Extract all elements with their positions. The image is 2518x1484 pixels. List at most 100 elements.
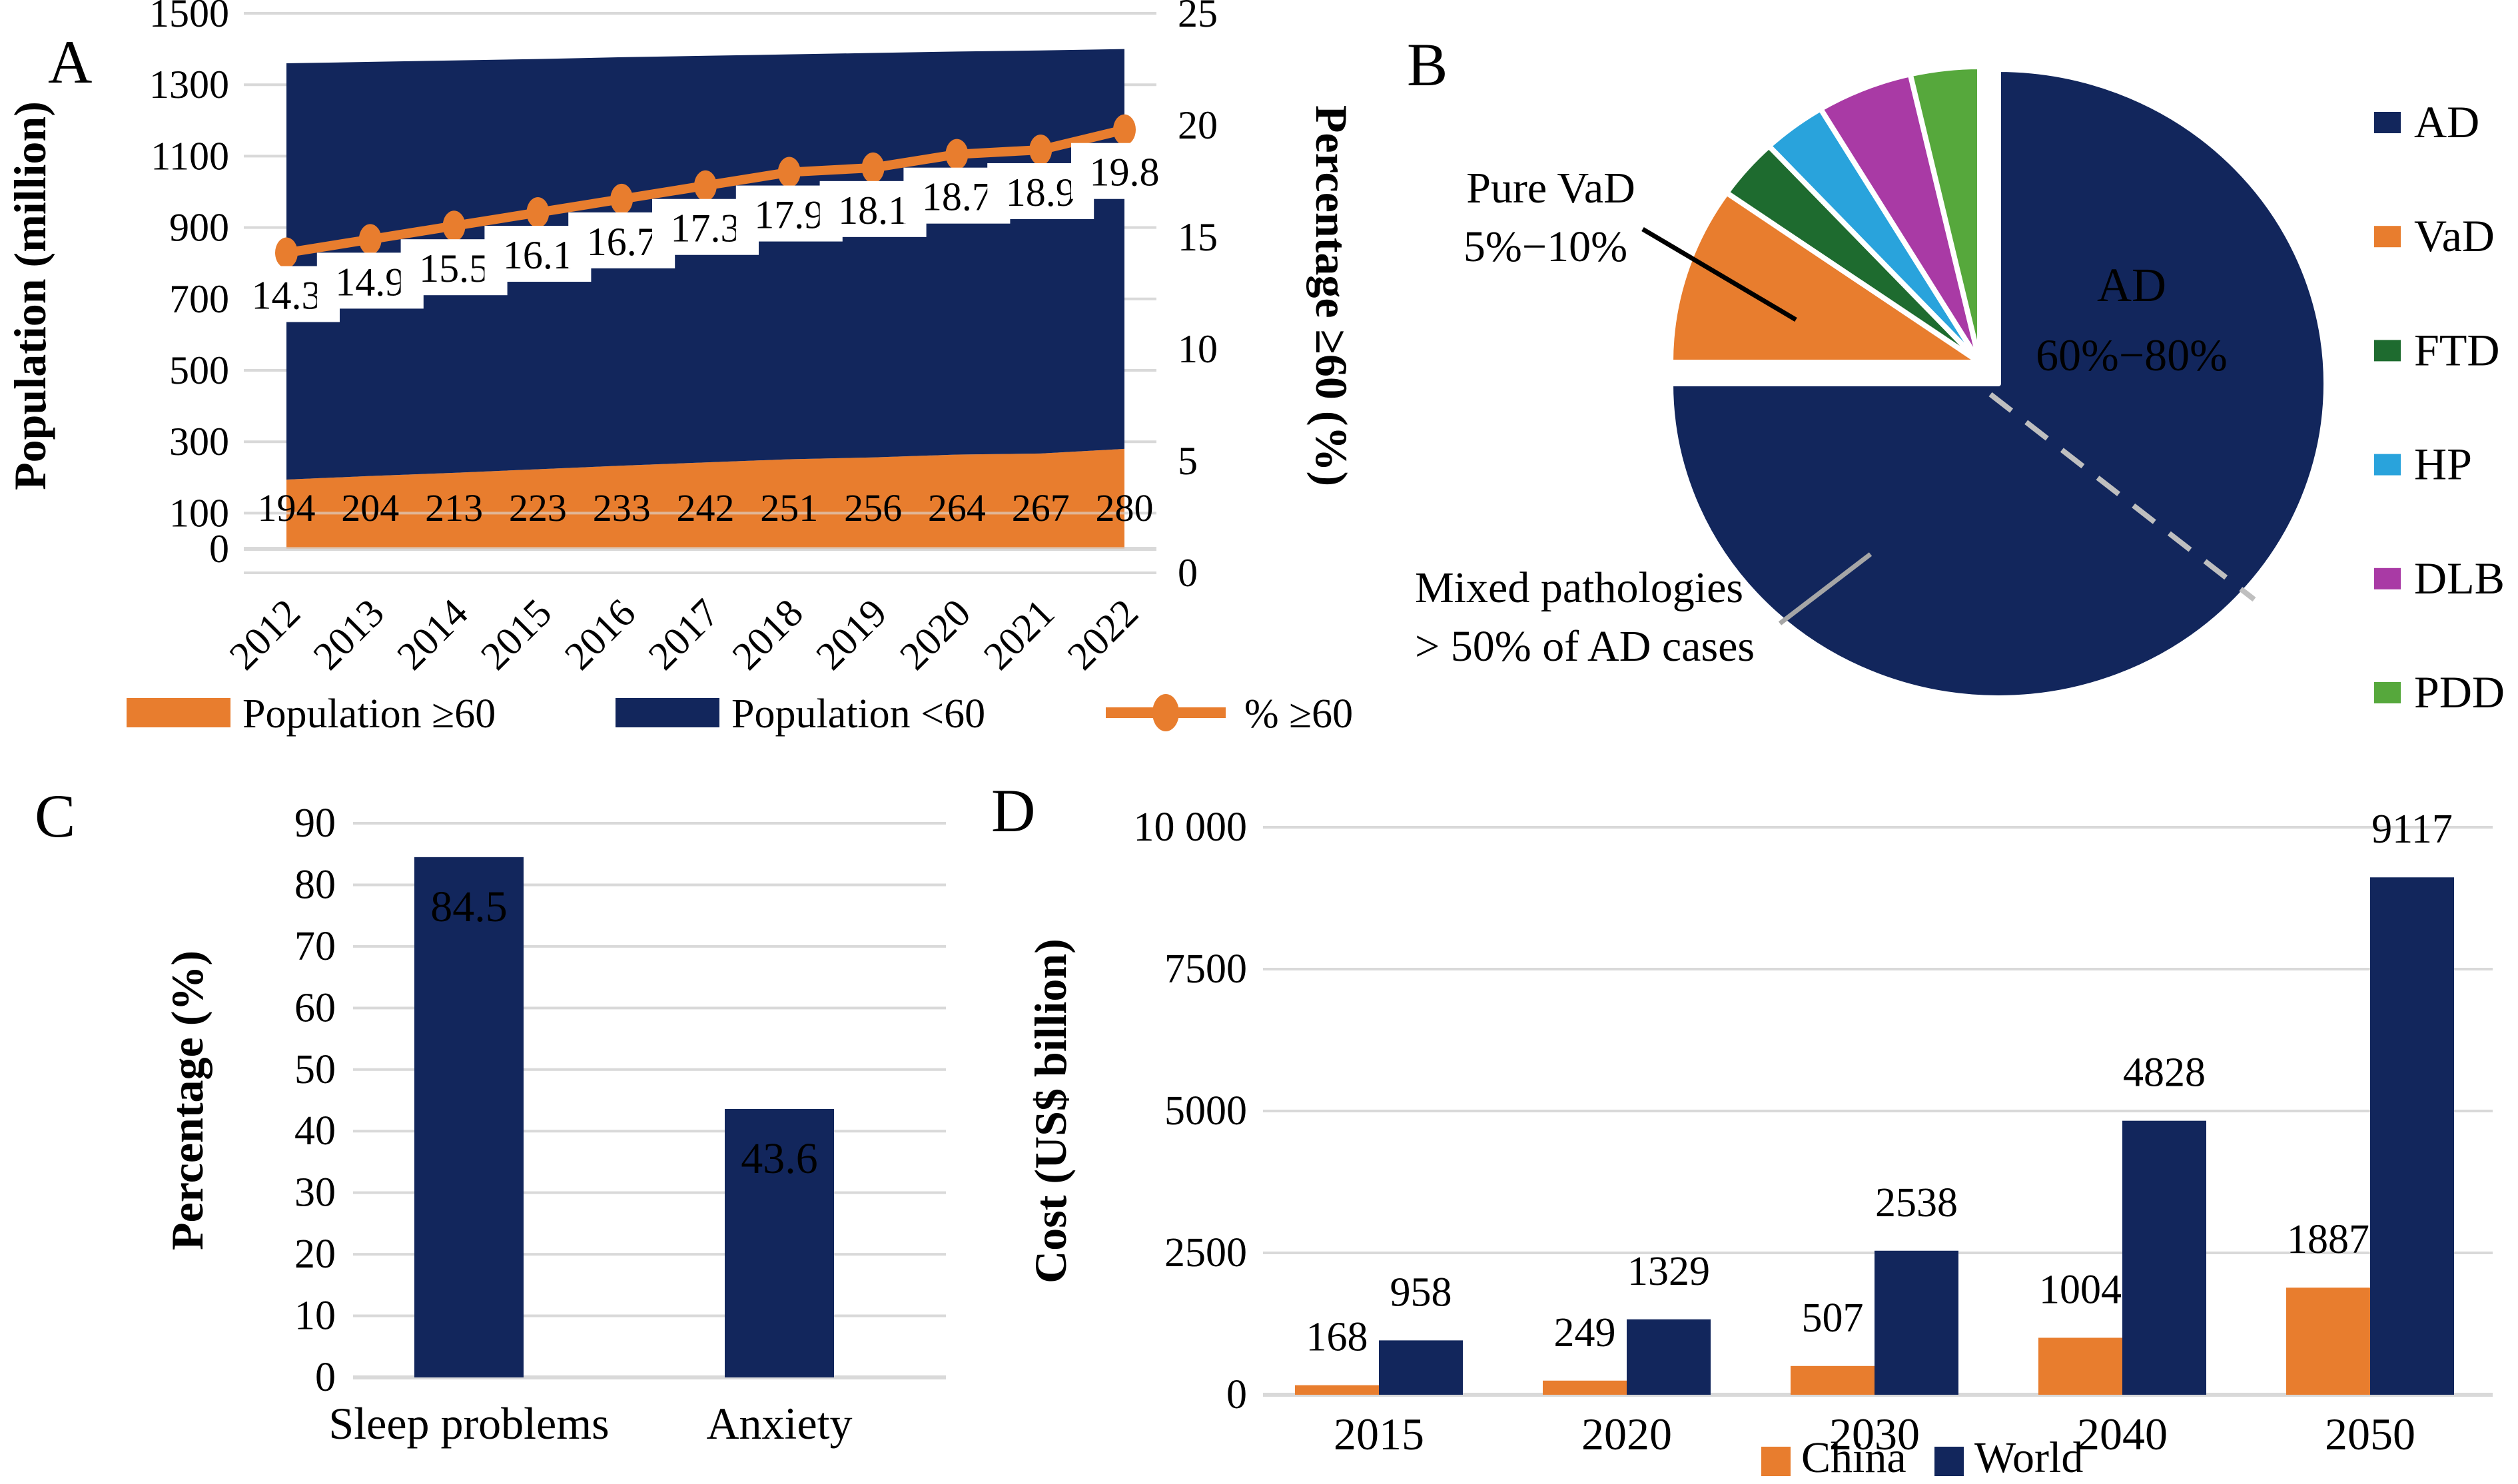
left-tick-label: 0	[209, 527, 229, 571]
bar-china-2050	[2286, 1288, 2370, 1395]
x-tick-label: 2019	[807, 591, 895, 679]
x-tick-label: 2014	[388, 591, 476, 679]
legend-label-pct: % ≥60	[1244, 691, 1353, 737]
bar-china-2040	[2038, 1337, 2122, 1395]
legend-swatch-lt60	[616, 698, 719, 727]
y-axis-title: Cost (US$ billion)	[1025, 938, 1076, 1284]
legend-swatch-ge60	[127, 698, 230, 727]
y-tick-label: 0	[1226, 1372, 1247, 1417]
y-tick-label: 10 000	[1134, 805, 1248, 850]
panel-B-chart: AD 60%−80% Pure VaD 5%−10% Mixed pathologies…	[1415, 64, 2505, 717]
left-tick-label: 700	[169, 277, 229, 321]
x-category-label: 2020	[1581, 1409, 1672, 1459]
x-category-label: 2050	[2325, 1409, 2415, 1459]
bar-world-2040	[2122, 1120, 2206, 1395]
area-value-label: 280	[1096, 486, 1154, 530]
panel-D-letter: D	[991, 777, 1036, 845]
value-label-china: 507	[1802, 1296, 1864, 1341]
area-value-label: 213	[425, 486, 483, 530]
pie-legend-label-DLB: DLB	[2414, 553, 2505, 603]
panel-A-letter: A	[48, 28, 93, 96]
pct-line-marker	[694, 170, 717, 201]
right-tick-label: 5	[1178, 439, 1198, 483]
pie-legend-label-HP: HP	[2414, 439, 2472, 490]
pct-label: 19.8	[1090, 151, 1160, 194]
x-tick-label: 2022	[1059, 591, 1147, 679]
callout-mixed-line2: > 50% of AD cases	[1415, 622, 1755, 671]
value-label-china: 168	[1306, 1315, 1368, 1360]
area-value-label: 242	[677, 486, 735, 530]
left-tick-label: 100	[169, 491, 229, 535]
legend-label-world: World	[1974, 1433, 2083, 1482]
pie-legend-swatch-PDD	[2374, 682, 2401, 703]
bar-world-2030	[1875, 1250, 1958, 1395]
area-value-label: 233	[593, 486, 651, 530]
pct-line-marker	[610, 183, 633, 214]
bar-china-2015	[1295, 1385, 1379, 1395]
pie-slice-AD	[1668, 67, 2329, 701]
legend-label-china: China	[1801, 1433, 1906, 1482]
panel-C-letter: C	[35, 782, 76, 850]
x-tick-label: 2012	[221, 591, 309, 679]
right-tick-label: 10	[1178, 327, 1218, 371]
callout-pointer-vad	[1641, 226, 1797, 322]
left-tick-label: 1500	[149, 0, 229, 35]
x-tick-label: 2015	[472, 591, 560, 679]
y-tick-label: 50	[294, 1047, 336, 1092]
pct-label: 16.1	[503, 233, 573, 277]
x-tick-label: 2020	[891, 591, 979, 679]
pie-legend-label-PDD: PDD	[2414, 667, 2505, 717]
bar-sleep-problems	[414, 857, 524, 1377]
callout-pointer-mixed	[1778, 552, 1873, 625]
pct-line-marker	[777, 157, 801, 188]
pie-legend-swatch-VaD	[2374, 226, 2401, 248]
legend-swatch-world	[1934, 1447, 1964, 1476]
pct-line-marker	[442, 210, 466, 242]
callout-mixed-line1: Mixed pathologies	[1415, 563, 1743, 612]
y-tick-label: 90	[294, 801, 336, 846]
value-label-world: 2538	[1875, 1180, 1958, 1226]
pie-legend-swatch-AD	[2374, 112, 2401, 133]
callout-pure-vad-line2: 5%−10%	[1464, 222, 1627, 271]
x-category-label: 2040	[2077, 1409, 2168, 1459]
left-axis-title: Population (million)	[5, 101, 55, 490]
left-tick-label: 900	[169, 206, 229, 250]
y-tick-label: 20	[294, 1232, 336, 1277]
y-tick-label: 30	[294, 1170, 336, 1216]
value-label-world: 9117	[2371, 807, 2453, 852]
bar-world-2050	[2370, 877, 2454, 1395]
area-value-label: 264	[928, 486, 986, 530]
pie-legend-label-VaD: VaD	[2414, 210, 2495, 261]
pct-label: 18.9	[1006, 171, 1076, 214]
pie-inner-label-ad: AD	[2097, 258, 2166, 312]
pie-slice-VaD	[1668, 190, 1982, 365]
x-tick-label: 2017	[640, 591, 728, 679]
pct-line-marker	[861, 152, 885, 183]
x-category-label: Sleep problems	[328, 1398, 609, 1449]
pie-legend-swatch-HP	[2374, 454, 2401, 476]
pie-legend-label-AD: AD	[2414, 97, 2479, 147]
right-tick-label: 15	[1178, 215, 1218, 259]
y-tick-label: 60	[294, 985, 336, 1030]
left-tick-label: 1100	[151, 134, 229, 178]
y-tick-label: 40	[294, 1108, 336, 1154]
bar-value-label: 84.5	[430, 883, 508, 931]
value-label-world: 1329	[1627, 1249, 1710, 1294]
bar-world-2020	[1627, 1319, 1711, 1395]
x-tick-label: 2021	[975, 591, 1063, 679]
x-tick-label: 2016	[556, 591, 644, 679]
pie-legend-swatch-FTD	[2374, 340, 2401, 362]
bar-world-2015	[1379, 1340, 1463, 1395]
bar-anxiety	[725, 1108, 834, 1377]
x-category-label: Anxiety	[706, 1398, 852, 1449]
area-value-label: 204	[341, 486, 399, 530]
callout-pure-vad-line1: Pure VaD	[1466, 164, 1635, 212]
value-label-china: 1887	[2287, 1217, 2369, 1262]
pie-legend-swatch-DLB	[2374, 567, 2401, 589]
pct-line-marker	[945, 139, 969, 170]
pct-label: 17.9	[754, 193, 824, 237]
pct-label: 16.7	[587, 220, 657, 264]
pct-label: 17.3	[671, 206, 741, 250]
legend-label-ge60: Population ≥60	[242, 691, 496, 737]
area-population-ge60	[286, 448, 1124, 549]
